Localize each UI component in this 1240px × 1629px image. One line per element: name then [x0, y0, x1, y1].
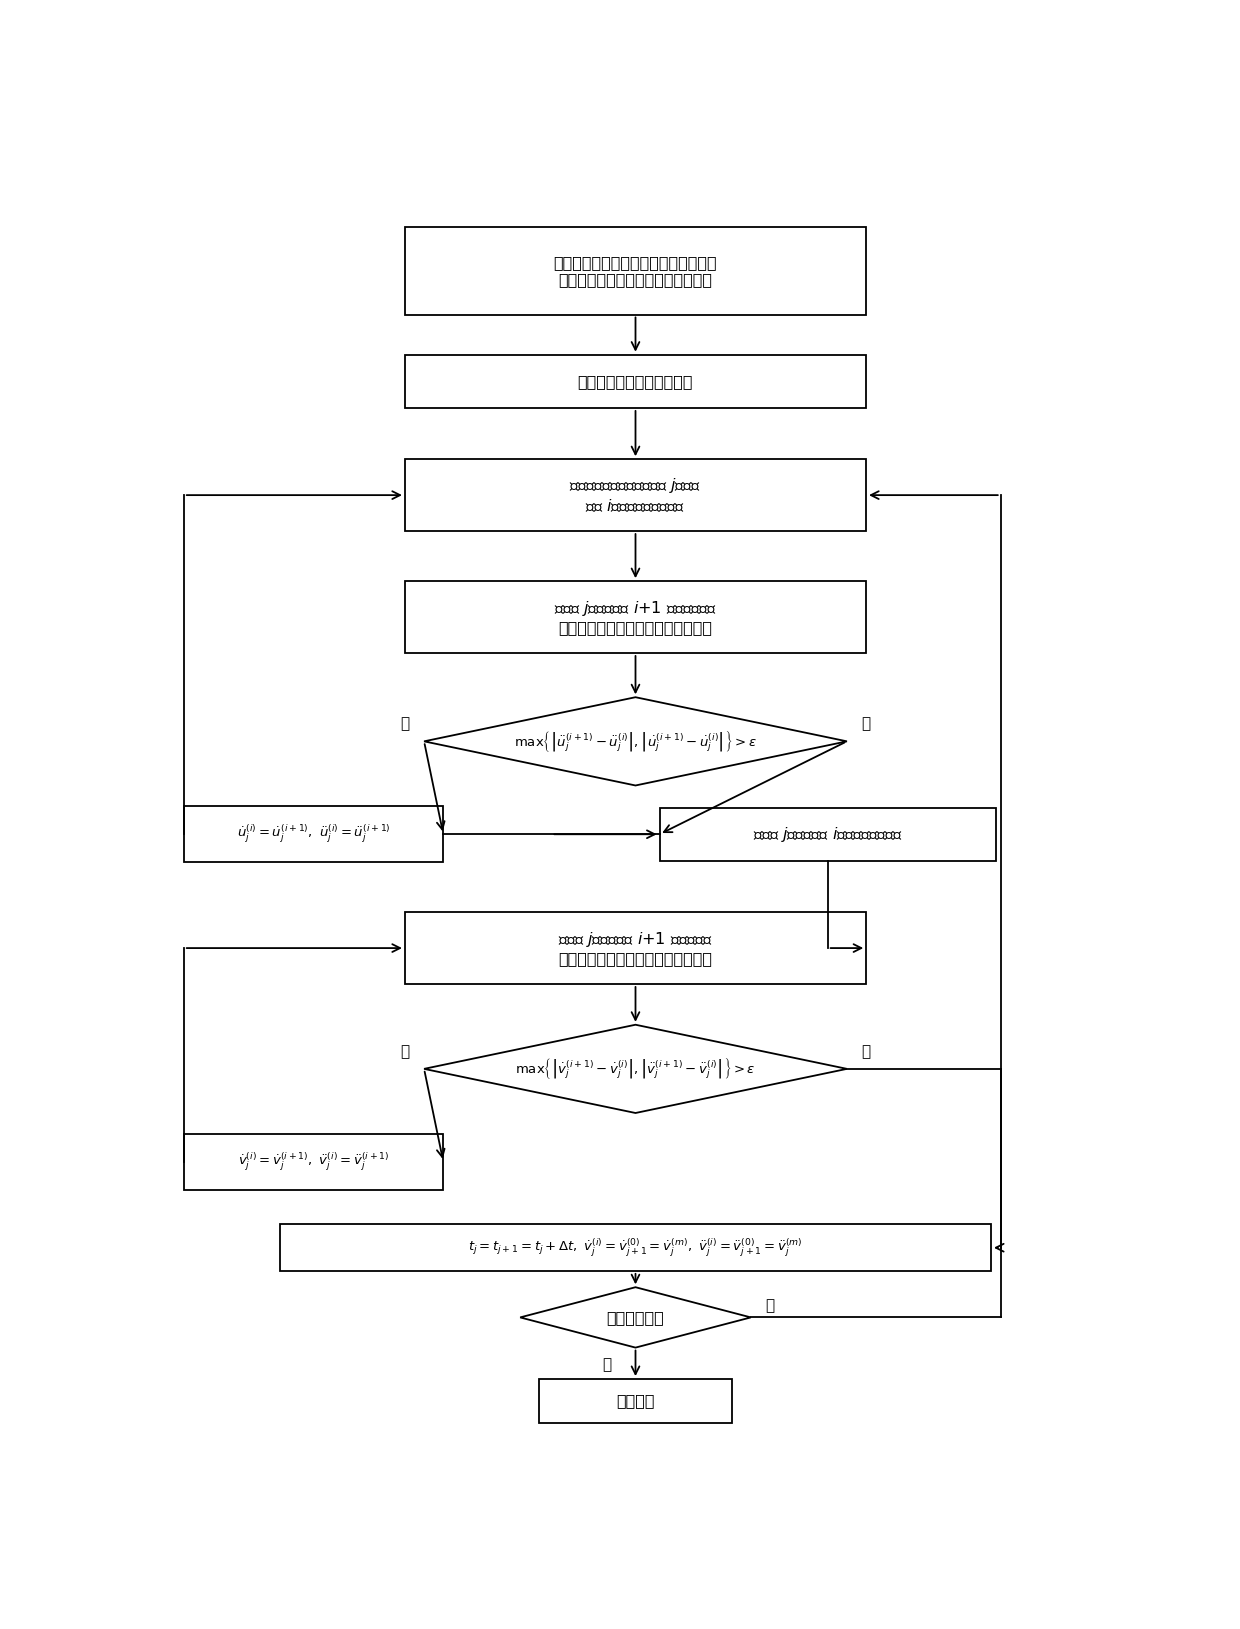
Text: $t_j=t_{j+1}=t_j+\Delta t,\ \dot{v}_j^{(i)}=\dot{v}_{j+1}^{(0)}=\dot{v}_j^{(m)},: $t_j=t_{j+1}=t_j+\Delta t,\ \dot{v}_j^{(…: [469, 1236, 802, 1259]
Text: 是: 是: [401, 1044, 409, 1059]
Text: 计算第 $j$时间步内第 $i$+1 次迭代的深
水立管横流向渍激振动速度和加速度: 计算第 $j$时间步内第 $i$+1 次迭代的深 水立管横流向渍激振动速度和加速…: [558, 930, 713, 966]
Text: 否: 否: [862, 1044, 870, 1059]
Text: 计算给定流速下的约化速度: 计算给定流速下的约化速度: [578, 373, 693, 389]
Text: 时长是否满足: 时长是否满足: [606, 1310, 665, 1324]
Bar: [404, 582, 866, 653]
Text: 计算第 $j$时间步内第 $i$次迭代的渍激升力: 计算第 $j$时间步内第 $i$次迭代的渍激升力: [753, 824, 903, 844]
Text: 计算第 $j$时间步内第 $i$+1 次迭代的深水
立管顺流向渍激振动的速度和加速度: 计算第 $j$时间步内第 $i$+1 次迭代的深水 立管顺流向渍激振动的速度和加…: [554, 599, 717, 635]
Bar: [184, 1134, 444, 1189]
Text: 给定深水立管顺流向振动速度、横流向
振动速度和加速度及计算时间的初値: 给定深水立管顺流向振动速度、横流向 振动速度和加速度及计算时间的初値: [554, 254, 717, 287]
Bar: [404, 459, 866, 531]
Bar: [404, 228, 866, 314]
Text: 否: 否: [765, 1298, 774, 1313]
Bar: [539, 1380, 732, 1424]
Text: 否: 否: [862, 717, 870, 731]
Bar: [280, 1225, 991, 1271]
Text: $\dot{v}_j^{(i)}=\dot{v}_j^{(i+1)},\ \ddot{v}_j^{(i)}=\ddot{v}_j^{(i+1)}$: $\dot{v}_j^{(i)}=\dot{v}_j^{(i+1)},\ \dd…: [238, 1150, 389, 1173]
Text: 针对约化速度的取値计算第 $j$时间步
内第 $i$次迭代的脉动拖曳力: 针对约化速度的取値计算第 $j$时间步 内第 $i$次迭代的脉动拖曳力: [569, 476, 702, 515]
Bar: [184, 806, 444, 862]
Polygon shape: [424, 697, 847, 785]
Polygon shape: [521, 1287, 751, 1347]
Bar: [404, 355, 866, 407]
Text: $\mathrm{max}\left\{\left|\ddot{u}_j^{(i+1)}-\ddot{u}_j^{(i)}\right|,\left|\dot{: $\mathrm{max}\left\{\left|\ddot{u}_j^{(i…: [515, 728, 756, 754]
Text: 是: 是: [401, 717, 409, 731]
Text: $\mathrm{max}\left\{\left|\dot{v}_j^{(i+1)}-\dot{v}_j^{(i)}\right|,\left|\ddot{v: $\mathrm{max}\left\{\left|\dot{v}_j^{(i+…: [515, 1057, 756, 1082]
Text: 计算结束: 计算结束: [616, 1393, 655, 1409]
Polygon shape: [424, 1025, 847, 1113]
Bar: [404, 912, 866, 984]
Text: 是: 是: [603, 1357, 611, 1372]
Text: $\dot{u}_j^{(i)}=\dot{u}_j^{(i+1)},\ \ddot{u}_j^{(i)}=\ddot{u}_j^{(i+1)}$: $\dot{u}_j^{(i)}=\dot{u}_j^{(i+1)},\ \dd…: [237, 823, 391, 845]
Bar: [660, 808, 996, 862]
